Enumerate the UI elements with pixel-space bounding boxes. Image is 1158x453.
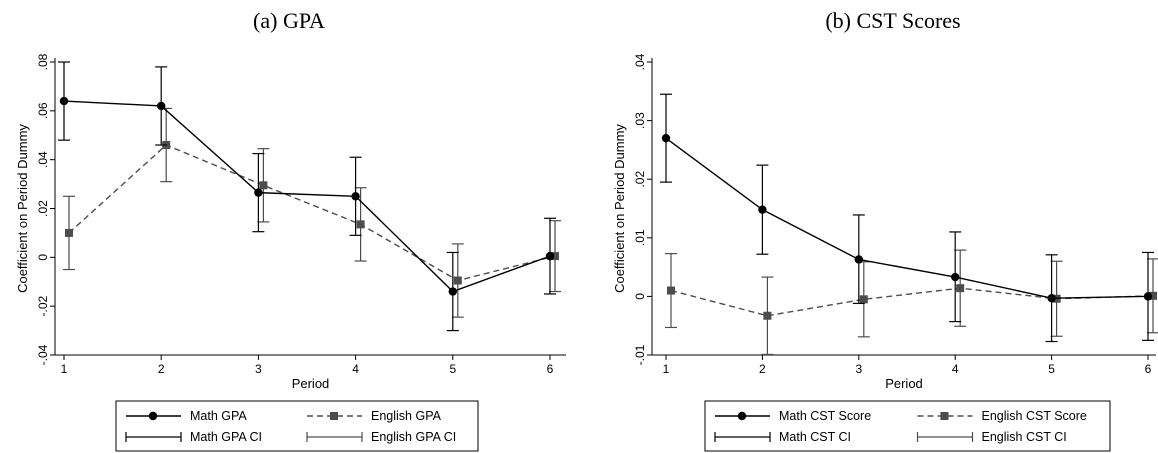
data-point-square (259, 181, 268, 190)
chart-title: (b) CST Scores (825, 8, 960, 33)
data-point-circle (661, 133, 671, 143)
data-point-circle (758, 205, 767, 214)
data-point-square (65, 228, 73, 237)
data-point-square (667, 286, 675, 295)
y-tick-label: .03 (633, 112, 647, 129)
x-tick-label: 1 (61, 362, 68, 376)
legend-label: English CST CI (982, 430, 1067, 444)
data-point-circle (1143, 292, 1153, 301)
legend: Math CST Score Math CST CI English CST Sco… (704, 400, 1111, 452)
x-axis-label: Period (292, 376, 330, 391)
legend-marker-square (330, 412, 338, 420)
legend-marker-circle (148, 411, 158, 421)
series-math-cst-score (660, 93, 1154, 343)
series-line (68, 144, 556, 282)
x-tick-label: 3 (855, 362, 862, 376)
x-tick-label: 2 (158, 362, 165, 376)
y-tick-label: .01 (633, 229, 647, 246)
legend-label: English GPA (371, 409, 442, 423)
series-line (670, 287, 1154, 317)
legend-label: Math CST Score (779, 409, 871, 423)
data-point-circle (951, 272, 960, 282)
x-tick-label: 3 (255, 362, 262, 376)
legend-box (115, 400, 479, 452)
x-tick-label: 4 (952, 362, 959, 376)
y-tick-label: -.02 (36, 296, 50, 317)
x-axis-label: Period (885, 376, 923, 391)
data-point-circle (448, 287, 457, 296)
legend-label: Math CST CI (779, 430, 851, 444)
y-tick-label: .04 (36, 151, 50, 168)
legend-box (704, 400, 1111, 452)
legend-label: Math GPA (190, 409, 247, 423)
y-tick-label: .06 (36, 102, 50, 119)
legend-label: English CST Score (982, 409, 1087, 423)
data-point-square (956, 284, 965, 293)
data-point-square (551, 252, 559, 261)
legend: Math GPA Math GPA CI English GPA English GP… (115, 400, 479, 452)
legend-marker-square (940, 412, 949, 420)
y-tick-label: .02 (633, 171, 647, 188)
y-axis-label: Coefficient on Period Dummy (612, 124, 627, 293)
y-tick-label: .04 (633, 53, 647, 70)
data-point-square (453, 276, 462, 285)
y-tick-label: -.01 (633, 344, 647, 365)
data-point-square (1149, 291, 1157, 300)
y-axis-label: Coefficient on Period Dummy (15, 124, 30, 293)
x-tick-label: 4 (352, 362, 359, 376)
series-english-cst-score (665, 249, 1158, 356)
data-point-circle (1047, 293, 1056, 303)
legend-label: English GPA CI (371, 430, 456, 444)
legend-marker-circle (737, 411, 747, 421)
y-tick-label: .08 (36, 53, 50, 70)
data-point-circle (351, 192, 360, 201)
series-english-gpa (63, 107, 561, 318)
data-point-square (859, 295, 868, 304)
legend-label: Math GPA CI (190, 430, 262, 444)
y-tick-label: .02 (36, 200, 50, 217)
x-tick-label: 1 (663, 362, 670, 376)
series-line (665, 137, 1149, 299)
data-point-circle (254, 188, 263, 197)
series-line (63, 100, 551, 293)
y-tick-label: 0 (633, 293, 647, 300)
data-point-circle (545, 251, 555, 261)
y-tick-label: -.04 (36, 344, 50, 365)
data-point-square (763, 311, 772, 320)
data-point-square (356, 220, 365, 229)
x-tick-label: 6 (547, 362, 554, 376)
x-tick-label: 6 (1145, 362, 1152, 376)
data-point-circle (854, 255, 863, 264)
chart-panel-2: (b) CST Scores -.01 0 .01 .02 .03 .04 1 2 3 4 5 6 Per… (612, 8, 1158, 452)
data-point-circle (157, 101, 166, 111)
x-tick-label: 2 (759, 362, 766, 376)
y-tick-label: 0 (36, 254, 50, 261)
series-math-gpa (58, 61, 556, 332)
x-tick-label: 5 (449, 362, 456, 376)
data-point-circle (59, 96, 69, 106)
x-tick-label: 5 (1048, 362, 1055, 376)
chart-panel-1: (a) GPA -.04 -.02 0 .02 .04 .06 .08 1 2 3 4 5 6 Period… (15, 8, 566, 452)
chart-title: (a) GPA (253, 8, 325, 33)
